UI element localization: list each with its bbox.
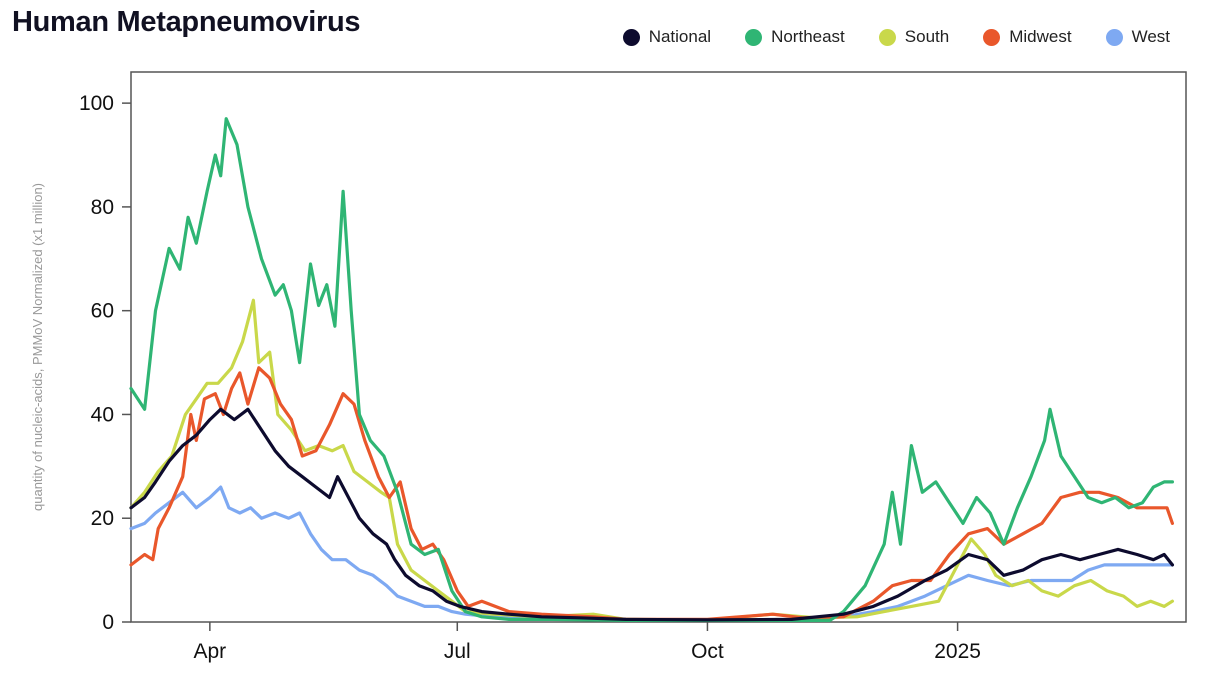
legend-label: National <box>648 27 712 46</box>
legend-label: South <box>904 27 950 46</box>
legend-label: West <box>1131 27 1170 46</box>
legend-swatch <box>878 28 896 46</box>
legend-swatch <box>1105 28 1123 46</box>
legend-item-national[interactable]: National <box>622 27 712 47</box>
y-axis-label: quantity of nucleic-acids, PMMoV Normali… <box>30 183 45 511</box>
legend-item-west[interactable]: West <box>1105 27 1170 47</box>
legend-item-south[interactable]: South <box>878 27 950 47</box>
x-tick-label: Apr <box>194 640 227 663</box>
legend-item-northeast[interactable]: Northeast <box>745 27 845 47</box>
x-tick-label: Oct <box>691 640 724 663</box>
y-tick-label: 40 <box>91 403 114 426</box>
legend-label: Northeast <box>771 27 845 46</box>
y-tick-label: 0 <box>102 611 114 634</box>
y-tick-label: 20 <box>91 507 114 530</box>
legend-label: Midwest <box>1009 27 1072 46</box>
chart-title: Human Metapneumovirus <box>12 6 361 38</box>
y-tick-label: 100 <box>79 92 114 115</box>
y-tick-label: 80 <box>91 196 114 219</box>
x-axis: Apr Jul Oct 2025 <box>194 622 981 663</box>
plot-border <box>130 71 1187 623</box>
series-layer <box>129 117 1174 622</box>
y-axis: 0 20 40 60 80 100 <box>79 92 131 634</box>
series-line-national[interactable] <box>129 407 1174 622</box>
legend-swatch <box>983 28 1001 46</box>
x-tick-label: 2025 <box>934 640 981 663</box>
legend-item-midwest[interactable]: Midwest <box>983 27 1072 47</box>
y-tick-label: 60 <box>91 300 114 323</box>
chart-legend: National Northeast South Midwest West <box>622 27 1170 47</box>
x-tick-label: Jul <box>444 640 471 663</box>
legend-swatch <box>622 28 640 46</box>
series-line-midwest[interactable] <box>129 366 1174 621</box>
series-line-northeast[interactable] <box>129 117 1174 622</box>
legend-swatch <box>745 28 763 46</box>
plot-area <box>130 71 1187 623</box>
